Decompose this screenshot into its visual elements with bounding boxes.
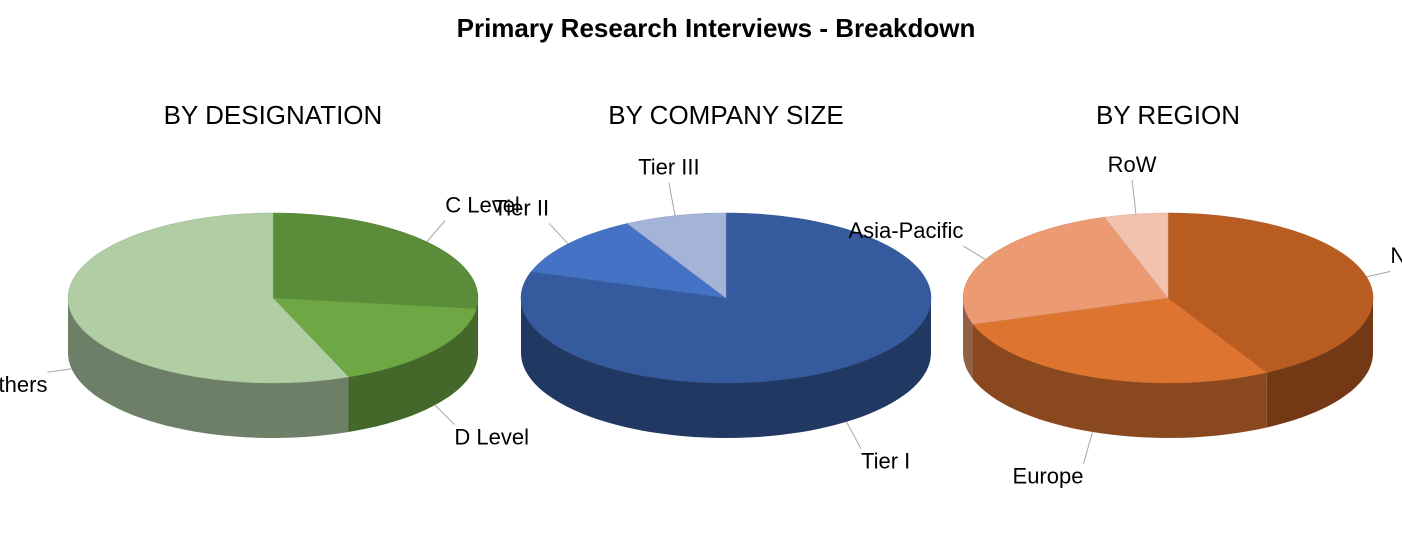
slice-label: Tier III (638, 154, 700, 179)
slice (626, 212, 727, 299)
slice (272, 297, 477, 378)
leader-line (426, 220, 446, 243)
slice (962, 216, 1169, 325)
leader-line (963, 245, 986, 260)
slice-label: D Level (454, 424, 529, 449)
slice-label: Asia-Pacific (849, 218, 964, 243)
slice-side (348, 308, 477, 432)
chart-subtitle: BY DESIGNATION (164, 100, 383, 130)
slice (272, 212, 479, 309)
slice-label: Tier II (494, 195, 549, 220)
leader-line (548, 223, 569, 245)
chart-subtitle: BY REGION (1096, 100, 1240, 130)
leader-line (47, 368, 72, 373)
slice-label: Europe (1013, 463, 1084, 488)
slice (972, 297, 1268, 384)
leader-line (846, 421, 862, 449)
leader-line (668, 182, 676, 216)
leader-line (1366, 270, 1391, 278)
leader-line (434, 404, 455, 425)
slice (530, 223, 727, 299)
slice-label: Tier I (861, 449, 910, 474)
slice-side (963, 298, 973, 380)
slice-side (521, 298, 931, 438)
chart-subtitle: BY COMPANY SIZE (608, 100, 844, 130)
slice (67, 212, 350, 384)
slice-side (68, 298, 349, 438)
slice-side (973, 324, 1267, 438)
slice-label: RoW (1108, 152, 1157, 177)
leader-line (1082, 431, 1094, 464)
page-title: Primary Research Interviews - Breakdown (457, 13, 976, 43)
slice-side (476, 298, 478, 364)
slice-side (1266, 298, 1373, 428)
slice (1167, 212, 1374, 373)
slice-label: North America (1390, 243, 1402, 268)
leader-line (1131, 180, 1137, 215)
slice-label: Others (0, 372, 47, 397)
slice-label: C Level (445, 192, 520, 217)
